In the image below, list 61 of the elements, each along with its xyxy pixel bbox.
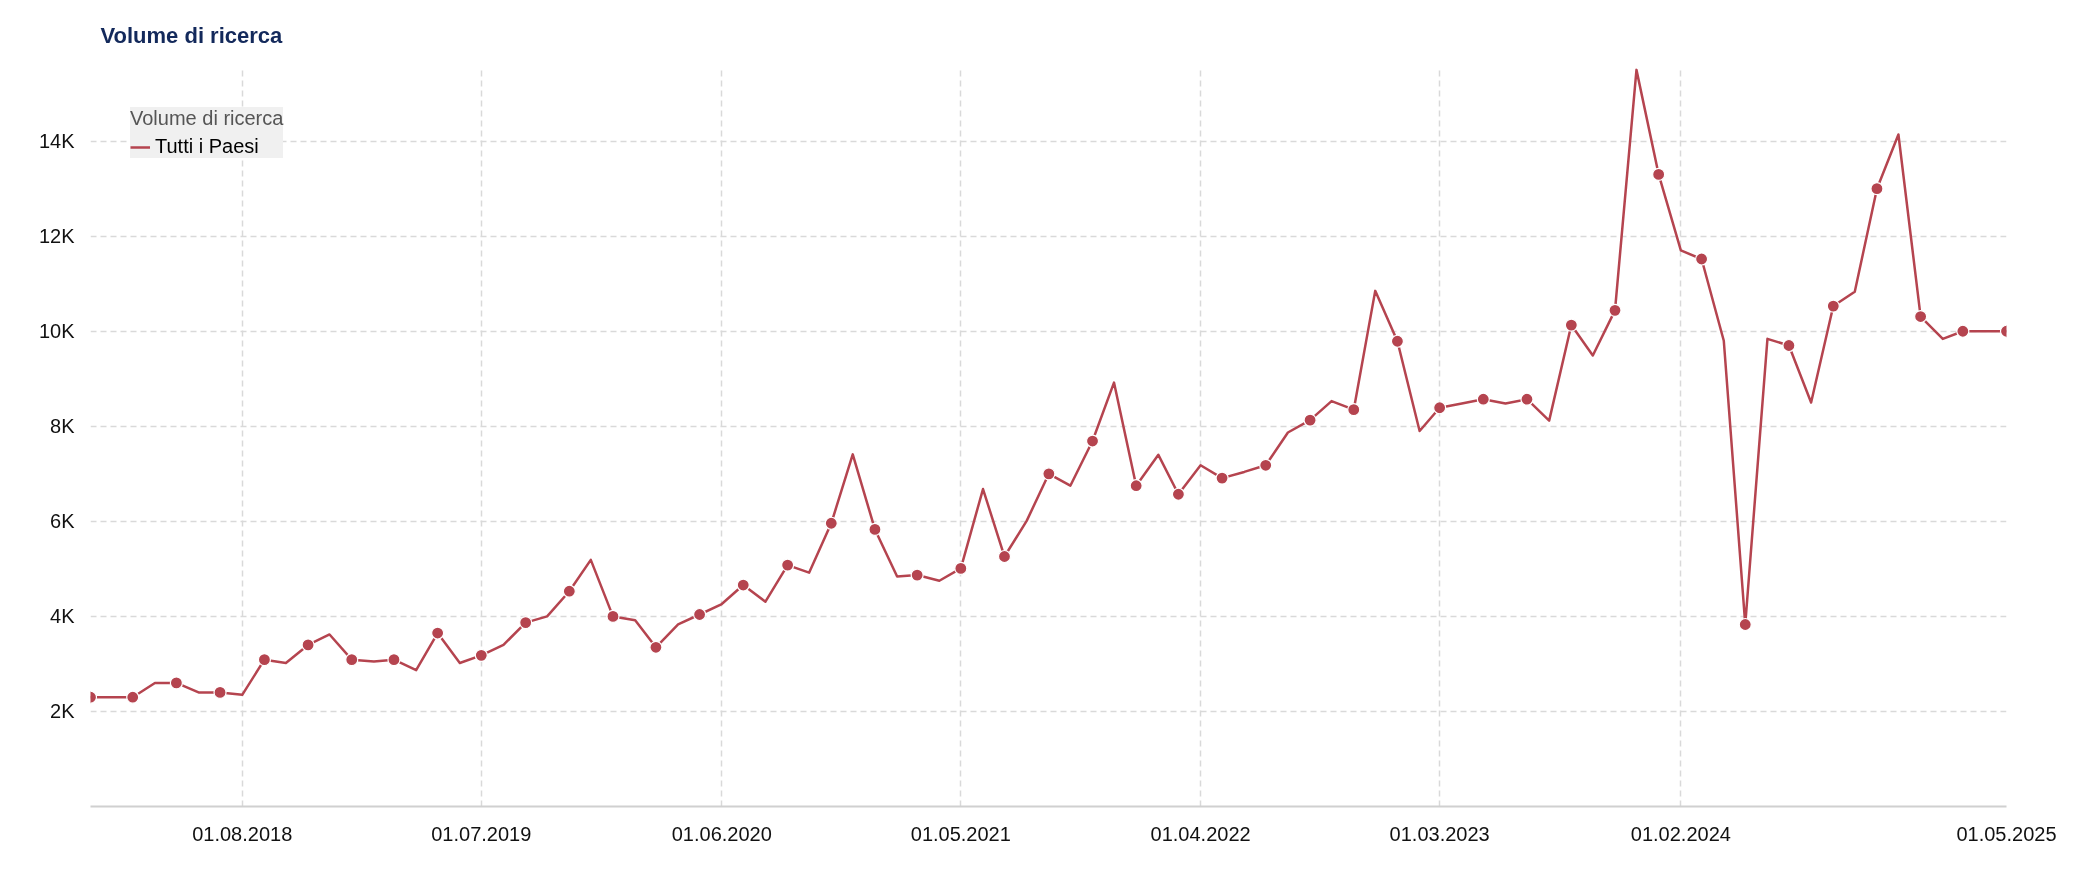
point xyxy=(781,558,795,572)
legend-title: Volume di ricerca xyxy=(130,107,284,130)
point xyxy=(736,578,750,592)
point xyxy=(1433,401,1447,415)
x-tick-label: 01.04.2022 xyxy=(1150,822,1251,845)
point xyxy=(1390,334,1405,348)
point xyxy=(1652,167,1666,182)
point xyxy=(213,685,227,700)
point xyxy=(257,653,272,667)
point xyxy=(301,638,315,652)
y-tick-label: 10K xyxy=(38,320,76,343)
point xyxy=(1085,434,1100,448)
point xyxy=(519,615,533,630)
x-tick-label: 01.06.2020 xyxy=(671,822,772,845)
point xyxy=(1259,458,1273,472)
point xyxy=(1347,403,1361,417)
point xyxy=(1782,338,1796,353)
point xyxy=(1476,392,1490,406)
x-tick-label: 01.08.2018 xyxy=(192,822,293,845)
point xyxy=(126,690,140,704)
y-tick-label: 14K xyxy=(38,130,76,153)
point xyxy=(169,676,183,690)
x-tick-label: 01.05.2021 xyxy=(910,822,1011,845)
point xyxy=(868,522,882,537)
point xyxy=(606,609,620,623)
x-tick-label: 01.05.2025 xyxy=(1956,822,2057,845)
point xyxy=(1695,252,1709,266)
point xyxy=(910,568,924,582)
y-tick-label: 6K xyxy=(50,510,76,533)
point xyxy=(1956,324,1970,338)
point xyxy=(1564,318,1578,332)
point xyxy=(649,640,663,654)
point xyxy=(387,653,401,667)
point xyxy=(474,648,488,662)
point xyxy=(431,626,445,640)
y-tick-label: 12K xyxy=(38,225,76,248)
point xyxy=(1303,413,1317,427)
point xyxy=(1215,471,1229,485)
point xyxy=(824,516,838,530)
x-tick-label: 01.03.2023 xyxy=(1389,822,1490,845)
y-tick-label: 8K xyxy=(50,415,76,438)
point xyxy=(1129,479,1143,493)
point xyxy=(1738,617,1752,632)
x-tick-label: 01.07.2019 xyxy=(431,822,532,845)
point xyxy=(692,607,707,622)
chart-title: Volume di ricerca xyxy=(100,22,284,48)
point xyxy=(562,584,576,598)
legend-label: Tutti i Paesi xyxy=(155,135,259,158)
point xyxy=(1520,392,1534,406)
y-tick-label: 2K xyxy=(50,700,76,723)
point xyxy=(1608,303,1622,317)
point xyxy=(1870,182,1884,196)
point xyxy=(345,653,359,667)
point xyxy=(954,561,968,575)
point xyxy=(997,549,1012,564)
point xyxy=(1042,467,1056,481)
point xyxy=(1171,487,1185,501)
point xyxy=(1914,309,1928,324)
point xyxy=(1826,299,1840,313)
x-tick-label: 01.02.2024 xyxy=(1630,822,1731,845)
y-tick-label: 4K xyxy=(50,605,76,628)
